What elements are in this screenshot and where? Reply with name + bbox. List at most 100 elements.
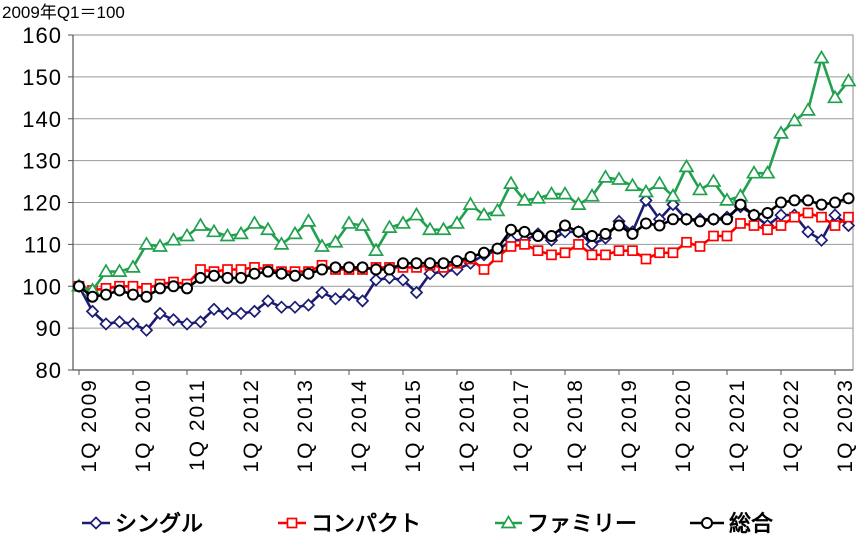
- series-3-point: [221, 271, 234, 284]
- series-3-point: [208, 269, 220, 282]
- series-2-point: [827, 89, 843, 104]
- series-0-point: [153, 306, 167, 321]
- series-3-point: [707, 213, 720, 226]
- series-2-point: [557, 185, 573, 200]
- series-2-point: [746, 165, 762, 179]
- legend-item-3: 総合: [690, 511, 774, 536]
- series-1-point: [721, 230, 733, 242]
- series-3-point: [329, 261, 342, 274]
- series-3-point: [572, 225, 585, 238]
- series-3-point: [262, 265, 274, 278]
- legend-label: 総合: [729, 511, 774, 536]
- series-3-point: [505, 223, 517, 236]
- series-3-point: [667, 213, 679, 226]
- series-3-point: [140, 290, 153, 303]
- series-1-point: [762, 224, 773, 236]
- y-tick-label: 160: [22, 23, 62, 48]
- series-2-point: [327, 234, 344, 248]
- series-1-point: [613, 245, 625, 257]
- series-0-point: [409, 285, 424, 300]
- series-0-point: [274, 300, 289, 314]
- series-1-point: [735, 218, 746, 229]
- series-3-point: [127, 288, 139, 301]
- series-0-point: [112, 315, 127, 329]
- x-tick-label: 1Q 2017: [510, 378, 533, 473]
- series-0-point: [355, 294, 370, 308]
- series-2-point: [773, 125, 789, 139]
- series-3-point: [599, 227, 612, 240]
- series-3-point: [532, 230, 544, 242]
- series-2-point: [219, 227, 236, 242]
- series-1-point: [519, 239, 530, 250]
- series-3-point: [478, 246, 490, 259]
- series-0-point: [382, 271, 397, 285]
- series-0-point: [166, 313, 181, 327]
- x-tick-label: 1Q 2023: [834, 378, 857, 473]
- series-1-point: [789, 211, 800, 223]
- series-1-point: [505, 241, 517, 252]
- series-3-point: [802, 194, 814, 207]
- series-1-point: [694, 241, 706, 252]
- series-0-point: [369, 273, 383, 287]
- series-3-point: [343, 261, 355, 274]
- series-2-point: [422, 221, 438, 236]
- legend-label: シングル: [115, 511, 203, 536]
- series-2-point: [705, 173, 722, 187]
- series-1-point: [586, 249, 598, 261]
- series-2-point: [584, 188, 600, 202]
- legend: シングル コンパクト ファミリー 総合: [82, 511, 774, 536]
- series-3-point: [829, 196, 841, 209]
- series-0-point: [85, 304, 100, 319]
- series-3-point: [694, 215, 706, 228]
- series-2-point: [489, 202, 506, 217]
- series-2-point: [246, 215, 263, 229]
- series-0-point: [328, 292, 343, 306]
- series-2-point: [503, 175, 519, 190]
- series-3-point: [842, 192, 855, 205]
- series-3-point: [451, 255, 463, 268]
- legend-marker: [286, 517, 298, 529]
- series-3-point: [640, 217, 652, 230]
- series-2-point: [368, 242, 384, 257]
- series-1-point: [600, 249, 611, 261]
- series-0-point: [207, 302, 221, 316]
- legend-marker: [89, 516, 103, 530]
- series-2-point: [300, 213, 317, 227]
- legend-marker: [701, 517, 713, 529]
- series-0-point: [126, 317, 140, 331]
- series-3-point: [424, 257, 436, 270]
- series-2-point: [435, 221, 452, 236]
- series-3-point: [397, 257, 409, 270]
- legend-label: コンパクト: [311, 511, 421, 536]
- legend-item-2: ファミリー: [495, 511, 637, 536]
- series-0-point: [315, 285, 329, 300]
- y-axis-unit-label: 2009年Q1＝100: [2, 3, 125, 22]
- y-tick-label: 130: [22, 149, 62, 174]
- series-2-point: [341, 215, 357, 229]
- x-tick-label: 1Q 2020: [672, 378, 695, 473]
- series-2-point: [98, 263, 114, 277]
- y-tick-label: 80: [36, 358, 62, 383]
- series-3-point: [559, 219, 571, 232]
- series-3-point: [734, 198, 747, 211]
- series-2-point: [597, 169, 614, 183]
- series-1-point: [667, 247, 679, 259]
- series-3-point: [626, 227, 639, 240]
- series-0-point: [666, 197, 680, 212]
- series-0-point: [247, 304, 262, 319]
- series-2-point: [138, 236, 155, 250]
- series-3-point: [775, 196, 787, 209]
- series-3-point: [275, 267, 288, 280]
- series-1-point: [573, 239, 584, 250]
- series-3-point: [383, 263, 396, 276]
- series-2-point: [543, 185, 560, 200]
- series-0-point: [220, 306, 235, 321]
- series-1-point: [640, 253, 652, 265]
- series-2-point: [152, 238, 168, 252]
- series-1-line: [78, 211, 850, 292]
- series-2-point: [206, 223, 222, 238]
- series-3-point: [653, 219, 666, 232]
- x-tick-label: 1Q 2016: [456, 378, 479, 473]
- series-3-point: [545, 230, 558, 242]
- series-3-point: [761, 206, 774, 219]
